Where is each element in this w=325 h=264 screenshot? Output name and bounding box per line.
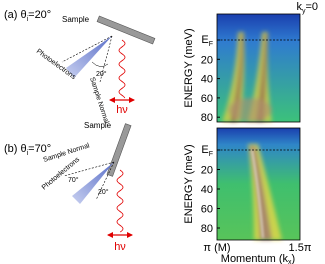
ef-label: EF: [201, 34, 213, 48]
sample-label: Sample: [84, 121, 112, 130]
x-axis-sub: x: [288, 259, 292, 264]
sample-label: Sample: [62, 15, 90, 24]
y-axis-label: ENERGY (meV): [183, 144, 195, 223]
photoelectrons-label: Photoelectrons: [35, 48, 77, 81]
photon-label: hν: [116, 104, 128, 116]
photoelectron-cone: [66, 36, 112, 78]
x-axis-label: Momentum (kx): [221, 253, 295, 264]
sample: [96, 15, 156, 45]
photon-label: hν: [114, 241, 126, 253]
y-tick-label: 60: [201, 93, 213, 105]
angle-label: 20°: [96, 70, 107, 78]
panel-label: (a) θi=20°: [4, 9, 51, 23]
sample: [106, 123, 132, 177]
photon-wave: [118, 39, 126, 99]
x-tick-label: π (M): [203, 242, 230, 254]
frame: [216, 127, 301, 241]
spectrum-a: [217, 14, 300, 122]
ef-main: E: [201, 144, 208, 156]
angle-label: 70°: [68, 176, 79, 184]
x-axis-end: ): [292, 253, 296, 264]
y-tick-label: 20: [201, 165, 213, 177]
panel-label: (b) θi=70°: [4, 143, 51, 157]
frame: [216, 13, 301, 123]
y-tick-label: 40: [201, 74, 213, 86]
guide: [63, 161, 115, 177]
guide: [99, 35, 113, 83]
ef-main: E: [201, 34, 208, 46]
ef-sub: F: [209, 41, 213, 48]
x-axis-main: Momentum (k: [221, 253, 289, 264]
photon-wave: [116, 169, 124, 233]
guide: [95, 161, 115, 201]
y-tick-label: 20: [201, 54, 213, 66]
y-tick-label: 60: [201, 204, 213, 216]
normal-label: Sample Normal: [88, 76, 110, 124]
y-tick-label: 80: [201, 112, 213, 124]
y-tick-label: 40: [201, 184, 213, 196]
angle-label: 20°: [98, 188, 109, 196]
y-tick-label: 80: [201, 223, 213, 235]
guide: [61, 35, 113, 63]
ky-label: ky=0: [296, 1, 318, 15]
angle-arc: [91, 61, 109, 67]
y-axis-label: ENERGY (meV): [183, 28, 195, 107]
x-tick-label: 1.5π: [289, 242, 312, 254]
ef-sub: F: [209, 151, 213, 158]
spectrum-b: [217, 128, 300, 240]
ef-label: EF: [201, 144, 213, 158]
photoelectron-cone: [72, 162, 114, 204]
